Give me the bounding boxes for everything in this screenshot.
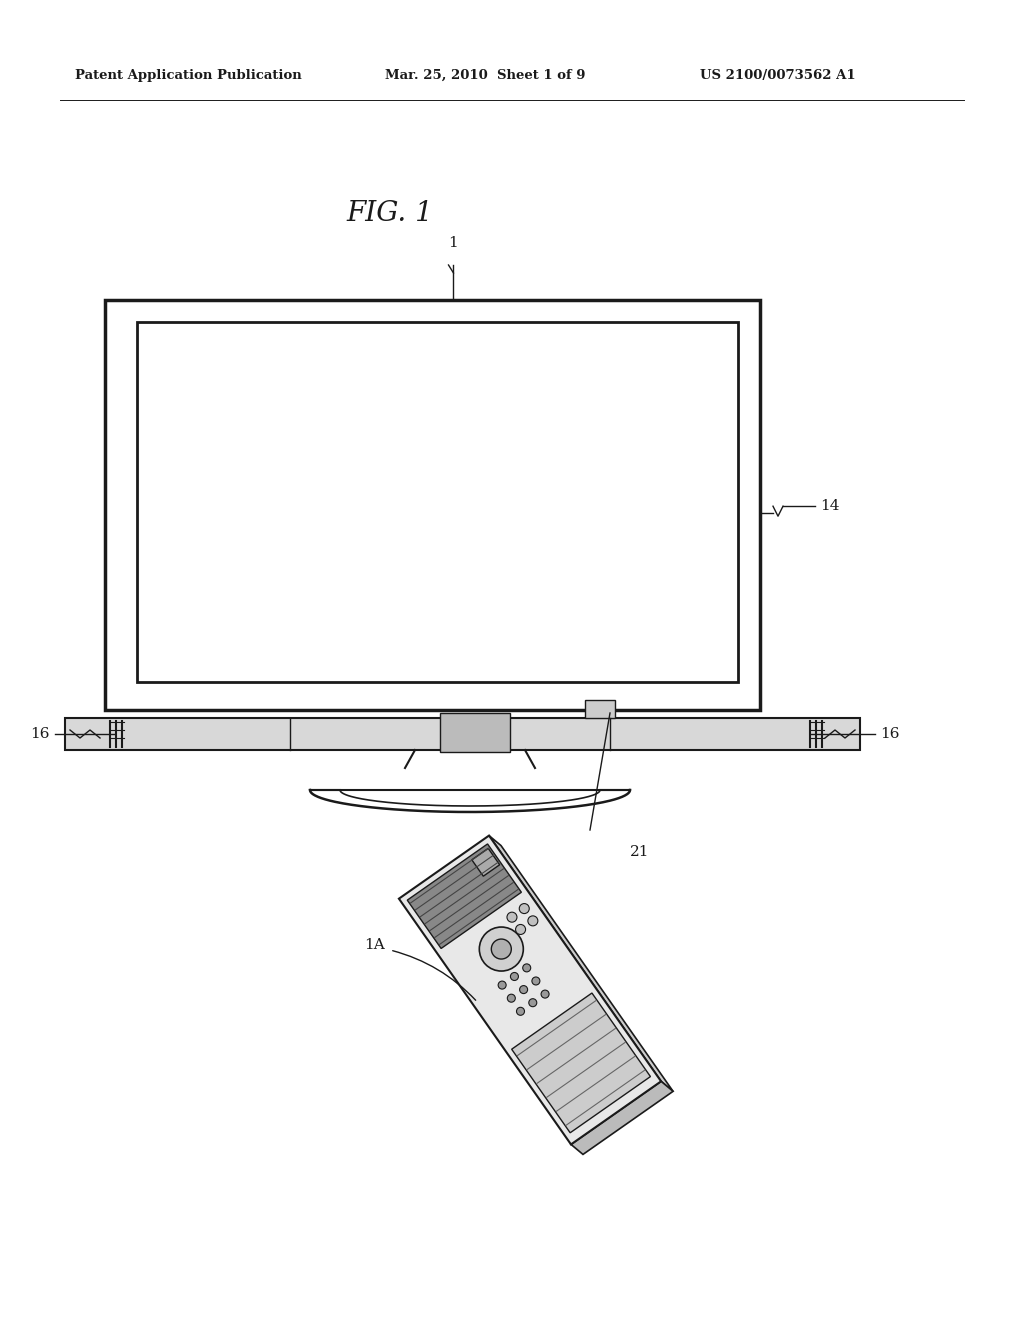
Circle shape xyxy=(515,924,525,935)
Text: FIG. 1: FIG. 1 xyxy=(347,201,433,227)
Bar xyxy=(440,713,510,752)
Circle shape xyxy=(492,939,511,960)
Circle shape xyxy=(510,973,518,981)
Circle shape xyxy=(516,1007,524,1015)
Bar xyxy=(585,700,615,718)
Circle shape xyxy=(527,916,538,925)
Circle shape xyxy=(528,999,537,1007)
Text: Mar. 25, 2010  Sheet 1 of 9: Mar. 25, 2010 Sheet 1 of 9 xyxy=(385,69,586,82)
Bar xyxy=(137,322,738,682)
Circle shape xyxy=(479,927,523,972)
Circle shape xyxy=(531,977,540,985)
Bar xyxy=(105,300,760,710)
Circle shape xyxy=(519,986,527,994)
Text: 16: 16 xyxy=(31,727,50,741)
Polygon shape xyxy=(489,836,673,1092)
Circle shape xyxy=(541,990,549,998)
Bar xyxy=(65,718,860,750)
Text: 1A: 1A xyxy=(365,939,385,952)
Circle shape xyxy=(498,981,506,989)
Circle shape xyxy=(522,964,530,972)
Text: 16: 16 xyxy=(880,727,899,741)
Polygon shape xyxy=(512,993,650,1133)
Circle shape xyxy=(507,912,517,923)
Text: US 2100/0073562 A1: US 2100/0073562 A1 xyxy=(700,69,856,82)
Text: 1: 1 xyxy=(447,236,458,249)
Circle shape xyxy=(519,904,529,913)
Polygon shape xyxy=(571,1081,673,1155)
Text: 21: 21 xyxy=(630,845,649,859)
Polygon shape xyxy=(472,849,500,876)
Polygon shape xyxy=(408,843,521,949)
Circle shape xyxy=(507,994,515,1002)
Text: 14: 14 xyxy=(820,499,840,513)
Polygon shape xyxy=(399,836,662,1144)
Text: Patent Application Publication: Patent Application Publication xyxy=(75,69,302,82)
